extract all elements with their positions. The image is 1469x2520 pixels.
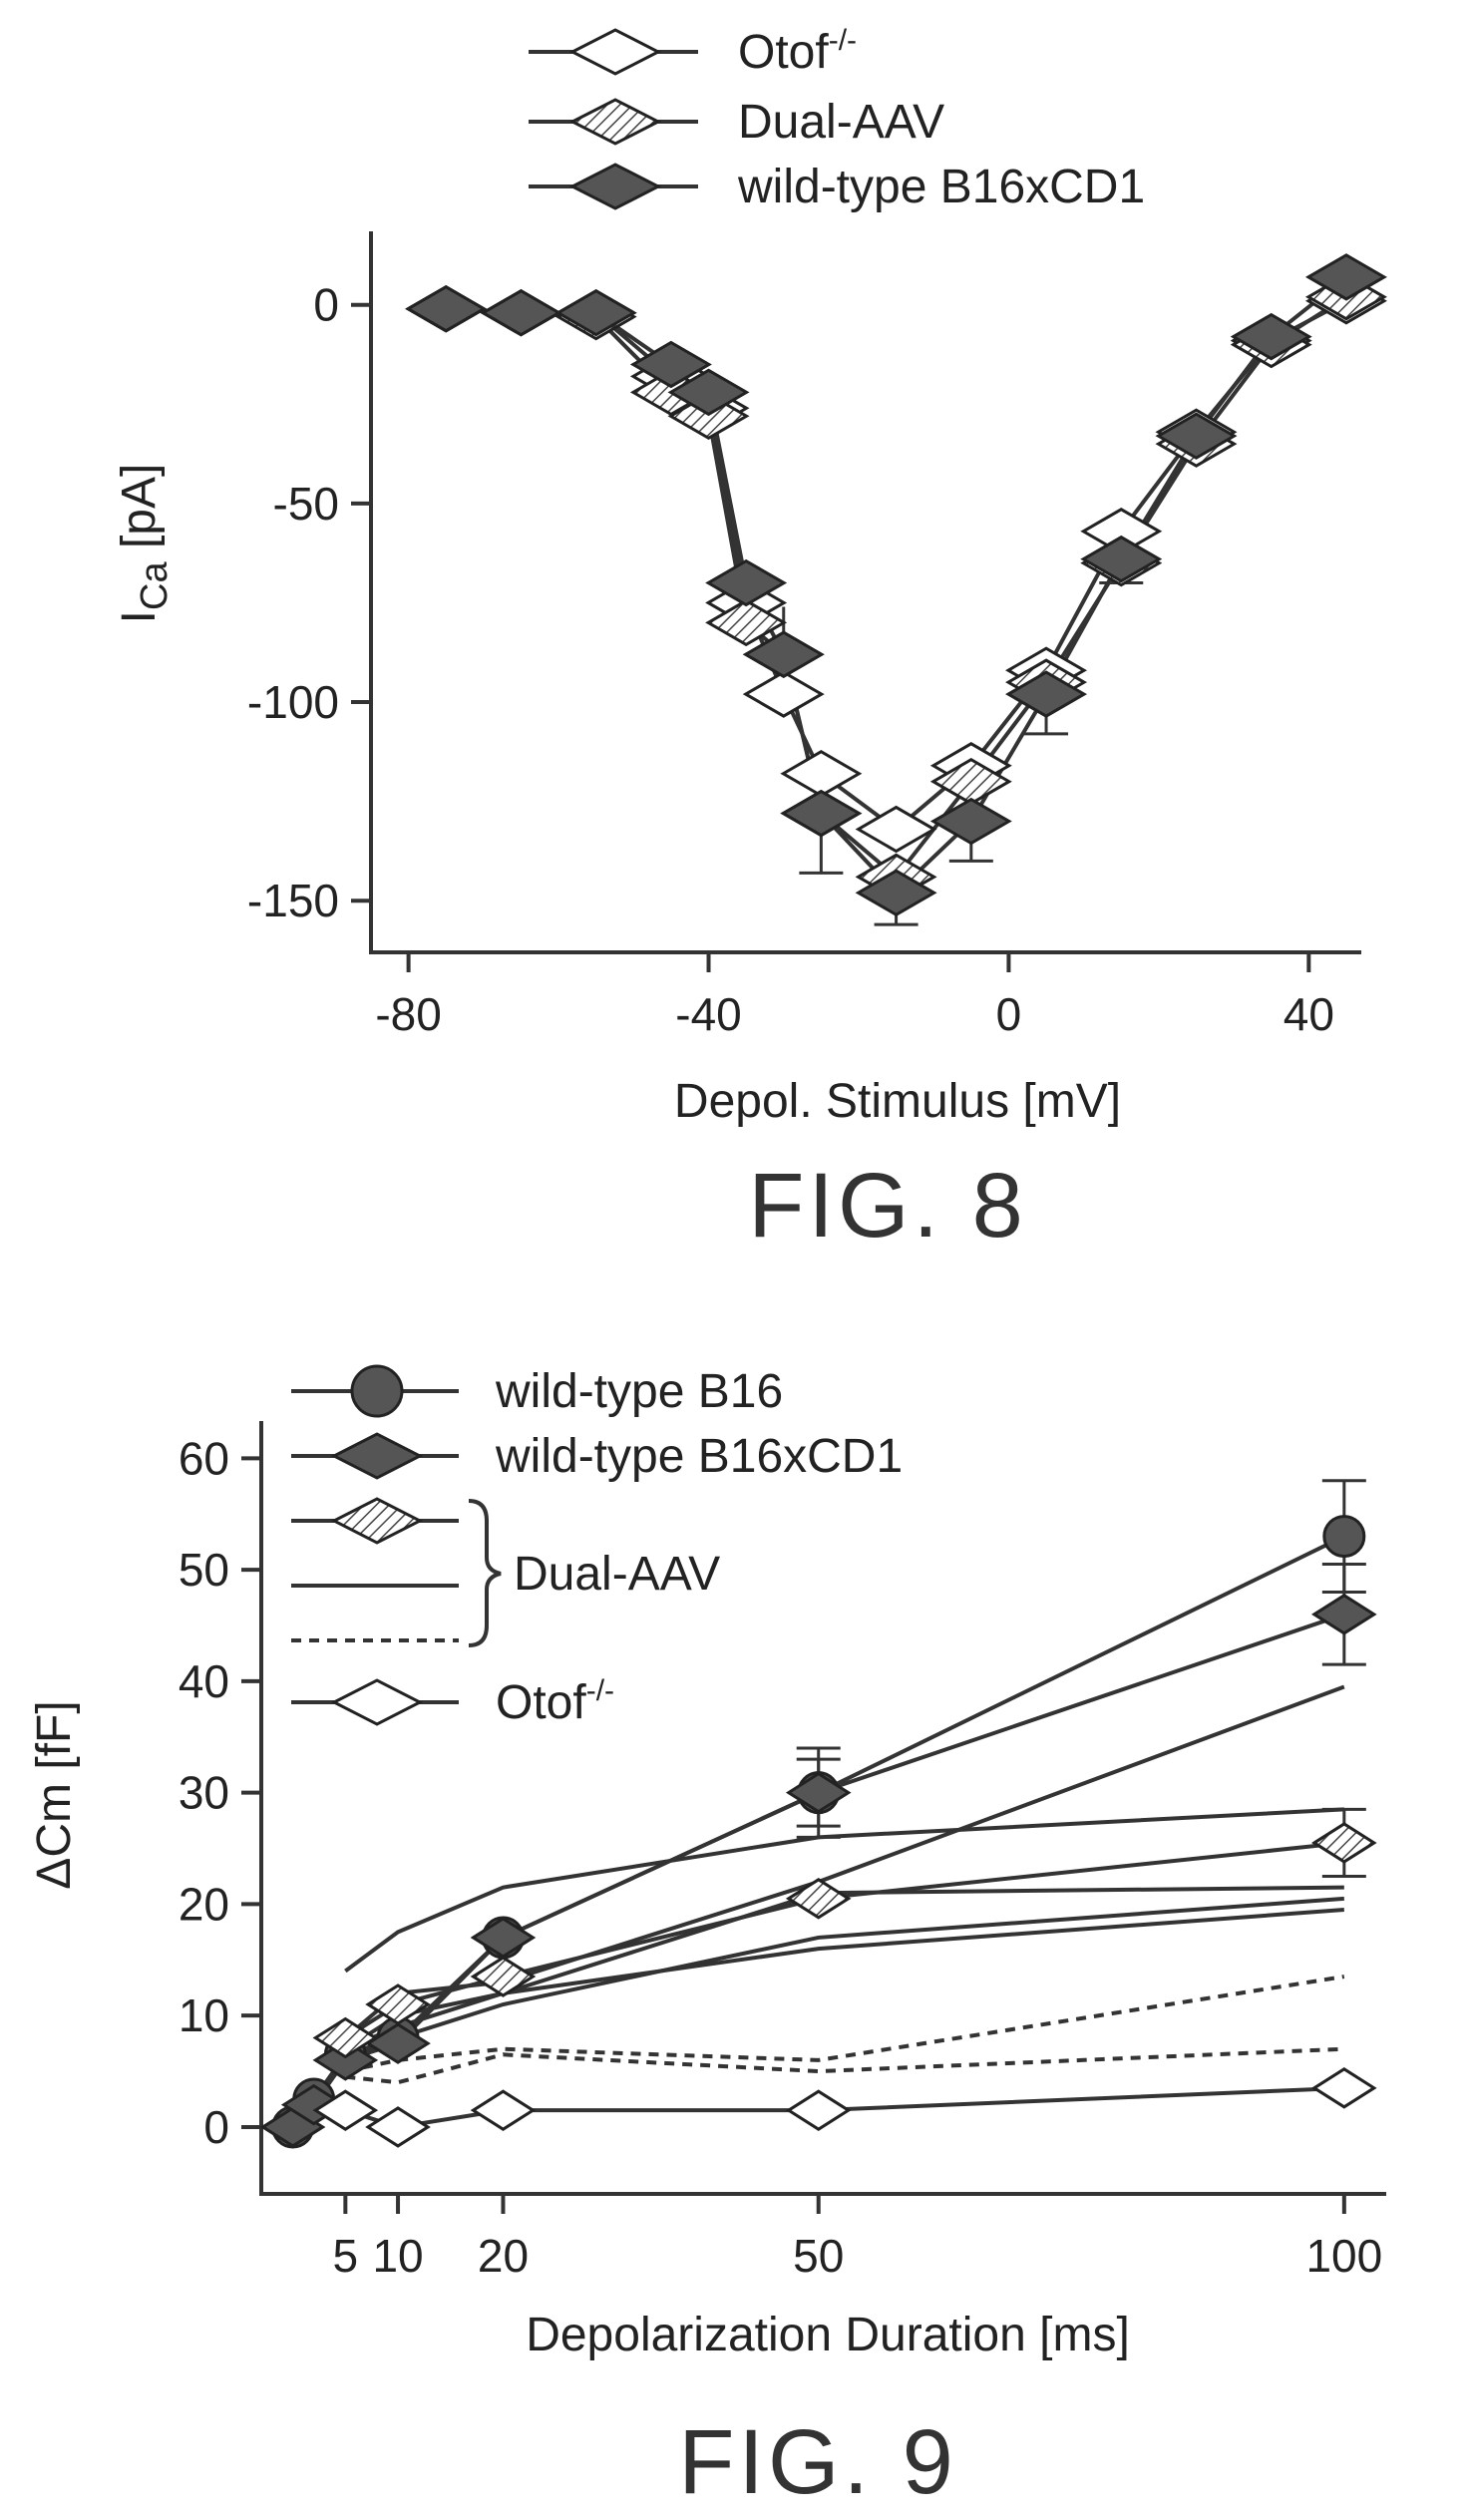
fig9-x-tick-label: 20 bbox=[478, 2230, 529, 2282]
fig9-legend-marker bbox=[330, 1432, 424, 1480]
fig8-x-tick-label: 40 bbox=[1284, 988, 1334, 1040]
fig9-series-line bbox=[344, 1975, 1345, 2074]
fig9-data-point bbox=[1322, 1515, 1366, 1559]
fig9-x-tick-label: 50 bbox=[793, 2230, 844, 2282]
fig8-y-label-sub: Ca bbox=[134, 561, 176, 610]
fig8-legend-label: wild-type B16xCD1 bbox=[737, 161, 1145, 213]
fig8-legend-marker bbox=[568, 163, 662, 210]
fig8-data-point bbox=[929, 797, 1012, 846]
fig8-data-point bbox=[1005, 670, 1088, 718]
fig8-data-point bbox=[405, 284, 488, 333]
fig9-data-point bbox=[365, 1983, 431, 2025]
fig8-data-point bbox=[780, 750, 863, 798]
fig9-data-point bbox=[785, 1771, 852, 1814]
fig9-x-tick-label: 5 bbox=[333, 2230, 359, 2282]
fig8-legend-label: Dual-AAV bbox=[738, 96, 944, 149]
fig8-data-point bbox=[554, 288, 637, 337]
fig9-legend-label: wild-type B16 bbox=[495, 1365, 783, 1418]
fig8-x-axis-label: Depol. Stimulus [mV] bbox=[674, 1075, 1121, 1128]
figure-8-chart: Otof-/- Dual-AAV wild-type B16xCD1 0 -50 -10… bbox=[113, 24, 1387, 1257]
fig8-y-label-main: I bbox=[113, 610, 166, 623]
fig9-series-line bbox=[345, 2046, 1344, 2085]
fig8-x-tick-label: -80 bbox=[375, 988, 441, 1040]
fig8-y-axis-label: ICa [pA] bbox=[113, 464, 176, 624]
fig9-legend: wild-type B16 wild-type B16xCD1 Otof-/- Dua… bbox=[291, 1364, 903, 1729]
fig8-data-point bbox=[780, 789, 863, 838]
fig9-data-point bbox=[785, 1878, 852, 1920]
fig9-y-axis-label: ΔCm [fF] bbox=[28, 1700, 81, 1889]
fig8-data-point bbox=[480, 288, 562, 337]
fig9-legend-label: wild-type B16xCD1 bbox=[495, 1430, 903, 1483]
fig9-y-tick-label: 10 bbox=[179, 1989, 229, 2041]
fig8-legend-superscript: -/- bbox=[829, 24, 857, 57]
fig8-data-point bbox=[1155, 412, 1238, 460]
fig8-plot-area: 0 -50 -100 -150 -80 -40 0 40 bbox=[247, 231, 1387, 1040]
fig9-y-tick-label: 50 bbox=[179, 1544, 229, 1596]
fig8-data-point bbox=[705, 598, 788, 647]
fig8-data-point bbox=[855, 869, 937, 916]
fig8-legend-marker bbox=[568, 98, 662, 146]
fig8-data-point bbox=[705, 558, 788, 607]
fig9-legend-brace-label: Dual-AAV bbox=[514, 1548, 720, 1601]
fig9-legend-marker bbox=[330, 1678, 424, 1726]
fig8-data-point bbox=[742, 630, 825, 678]
fig8-y-tick-label: -150 bbox=[247, 875, 339, 926]
fig9-data-point bbox=[365, 2022, 431, 2064]
fig9-y-tick-label: 40 bbox=[179, 1655, 229, 1707]
fig8-legend: Otof-/- Dual-AAV wild-type B16xCD1 bbox=[529, 24, 1145, 213]
fig9-legend-superscript: -/- bbox=[586, 1674, 614, 1707]
fig9-data-point bbox=[470, 2089, 537, 2131]
fig9-data-point bbox=[1311, 2067, 1377, 2109]
fig9-x-tick-label: 100 bbox=[1305, 2230, 1382, 2282]
fig9-series-line bbox=[291, 1612, 1345, 2129]
fig8-data-point bbox=[742, 670, 825, 718]
fig9-legend-marker bbox=[330, 1497, 424, 1545]
fig8-y-tick-label: -100 bbox=[247, 676, 339, 728]
fig8-axes bbox=[369, 231, 1361, 954]
fig8-data-point bbox=[629, 340, 712, 389]
fig9-data-point bbox=[470, 1917, 537, 1959]
fig8-data-point bbox=[929, 757, 1012, 806]
fig8-data-point bbox=[1304, 253, 1387, 301]
fig8-y-tick-label: 0 bbox=[313, 279, 339, 331]
fig9-y-tick-label: 0 bbox=[203, 2101, 229, 2153]
fig8-data-point bbox=[1080, 535, 1163, 583]
fig9-data-point bbox=[785, 2089, 852, 2131]
fig9-legend-label: Otof-/- bbox=[496, 1674, 614, 1729]
fig8-data-point bbox=[1230, 312, 1312, 361]
fig9-legend-brace bbox=[468, 1499, 502, 1647]
fig9-y-tick-label: 60 bbox=[179, 1432, 229, 1484]
fig8-series-line bbox=[446, 298, 1347, 833]
fig9-data-point bbox=[365, 2106, 431, 2148]
fig8-data-point bbox=[667, 368, 750, 417]
fig8-figure-label: FIG. 8 bbox=[748, 1155, 1027, 1257]
fig8-data-point bbox=[855, 805, 937, 854]
fig9-data-point bbox=[470, 1956, 537, 1997]
fig8-y-label-unit: [pA] bbox=[113, 464, 166, 562]
fig8-series-line bbox=[446, 295, 1348, 881]
fig9-series-line bbox=[344, 1807, 1344, 1974]
fig9-figure-label: FIG. 9 bbox=[678, 2411, 957, 2513]
fig9-legend-marker bbox=[350, 1364, 404, 1418]
fig9-y-tick-label: 20 bbox=[179, 1878, 229, 1930]
fig9-data-point bbox=[1311, 1822, 1377, 1864]
fig8-legend-label: Otof-/- bbox=[738, 24, 857, 79]
fig9-data-point bbox=[1311, 1594, 1377, 1635]
fig9-x-axis-label: Depolarization Duration [ms] bbox=[526, 2309, 1130, 2361]
fig8-x-tick-label: -40 bbox=[675, 988, 741, 1040]
fig8-legend-marker bbox=[568, 28, 662, 76]
fig9-x-tick-label: 10 bbox=[372, 2230, 423, 2282]
fig9-y-tick-label: 30 bbox=[179, 1767, 229, 1819]
fig8-y-tick-label: -50 bbox=[273, 478, 339, 530]
fig9-data-point bbox=[312, 2089, 379, 2131]
fig9-axes bbox=[259, 1421, 1386, 2196]
fig9-data-point bbox=[312, 2016, 379, 2059]
fig8-series-line bbox=[446, 275, 1348, 897]
fig8-x-tick-label: 0 bbox=[996, 988, 1022, 1040]
